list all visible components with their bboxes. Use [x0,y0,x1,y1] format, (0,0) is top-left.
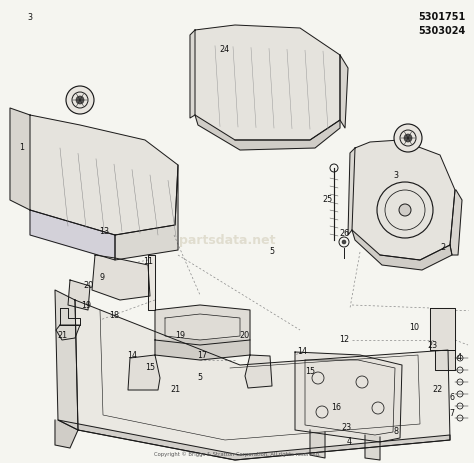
Text: 7: 7 [449,409,455,419]
Polygon shape [352,230,452,270]
Text: 10: 10 [409,324,419,332]
Text: 20: 20 [83,281,93,289]
Ellipse shape [399,204,411,216]
Text: 19: 19 [175,332,185,340]
Polygon shape [310,430,325,458]
Polygon shape [195,25,340,140]
Text: 20: 20 [239,332,249,340]
Text: 18: 18 [109,312,119,320]
Polygon shape [365,435,380,460]
Text: 15: 15 [145,363,155,373]
Text: 23: 23 [427,340,437,350]
Text: 14: 14 [127,350,137,359]
Text: 17: 17 [197,351,207,361]
Text: 2: 2 [440,244,446,252]
Polygon shape [128,355,160,390]
Text: 23: 23 [341,424,351,432]
Polygon shape [115,165,178,260]
Polygon shape [155,340,250,360]
Text: 8: 8 [393,427,399,437]
Text: partsdata.net: partsdata.net [179,234,276,247]
Text: 5303024: 5303024 [419,26,466,36]
Text: 3: 3 [393,170,399,180]
Polygon shape [68,280,90,310]
Polygon shape [30,210,115,260]
Text: 5301751: 5301751 [419,12,466,22]
Polygon shape [435,350,455,370]
Polygon shape [195,115,340,150]
Text: 9: 9 [100,274,105,282]
Ellipse shape [76,96,84,104]
Polygon shape [348,148,355,235]
Polygon shape [58,420,450,460]
Ellipse shape [66,86,94,114]
Text: 3: 3 [27,13,33,23]
Text: 21: 21 [57,332,67,340]
Ellipse shape [394,124,422,152]
Polygon shape [155,305,250,345]
Polygon shape [75,300,450,460]
Text: 25: 25 [323,195,333,205]
Text: 4: 4 [346,438,352,446]
Text: 14: 14 [297,348,307,357]
Ellipse shape [404,134,412,142]
Polygon shape [55,420,78,448]
Polygon shape [92,255,150,300]
Polygon shape [55,290,78,430]
Text: 6: 6 [449,393,455,401]
Text: 22: 22 [433,386,443,394]
Polygon shape [295,352,402,442]
Text: 19: 19 [81,300,91,309]
Polygon shape [30,115,178,235]
Polygon shape [10,108,30,210]
Text: 5: 5 [269,248,274,257]
Text: 26: 26 [339,230,349,238]
Text: 16: 16 [331,403,341,413]
Polygon shape [245,355,272,388]
Text: Copyright © Briggs & Stratton Corporation. All rights reserved.: Copyright © Briggs & Stratton Corporatio… [154,451,320,457]
Text: 21: 21 [170,386,180,394]
Polygon shape [340,55,348,128]
Text: 24: 24 [219,45,229,55]
Text: 4: 4 [456,353,462,363]
Polygon shape [148,255,155,310]
Ellipse shape [342,240,346,244]
Polygon shape [352,140,455,260]
Polygon shape [430,308,455,350]
Text: 11: 11 [143,257,153,267]
Text: 5: 5 [198,374,202,382]
Text: 15: 15 [305,368,315,376]
Text: 1: 1 [19,144,25,152]
Text: 13: 13 [99,227,109,237]
Polygon shape [190,30,195,118]
Polygon shape [450,190,462,255]
Text: 12: 12 [339,336,349,344]
